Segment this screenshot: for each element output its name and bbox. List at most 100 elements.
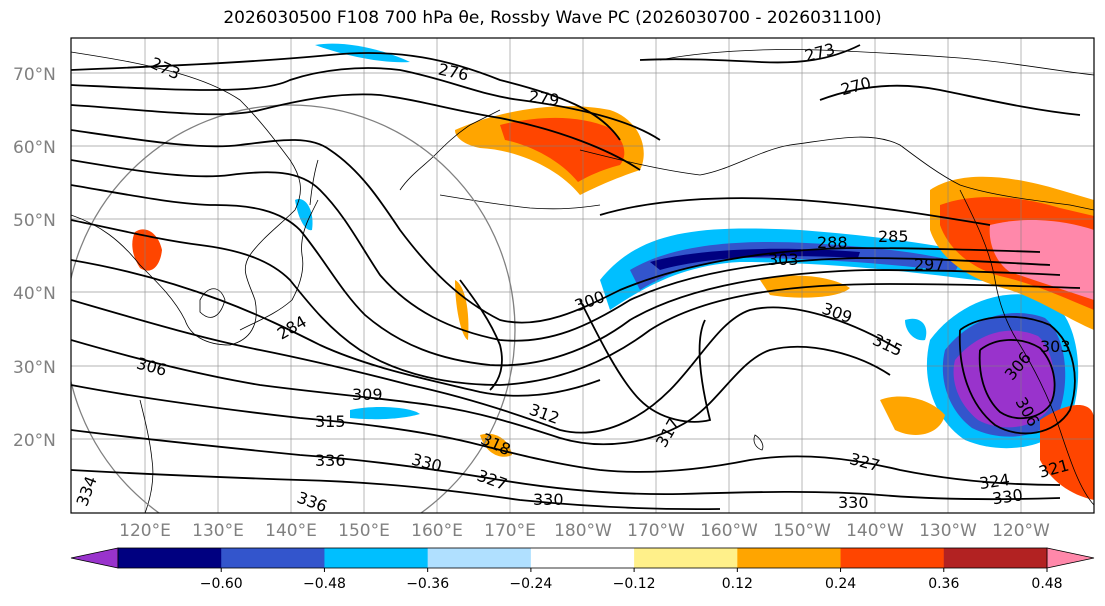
coast-sakhalin — [309, 159, 319, 206]
lat-label: 20°N — [13, 431, 56, 451]
colorbar-segment — [118, 548, 222, 568]
lat-label: 30°N — [13, 358, 56, 378]
colorbar-tick-label: 0.48 — [1031, 576, 1062, 592]
shade-positive-japan-sea — [132, 229, 162, 271]
lat-label: 60°N — [13, 138, 56, 158]
contour-label: 279 — [528, 87, 561, 110]
colorbar-tick-label: 0.36 — [928, 576, 959, 592]
shade-negative-pacific-inner — [650, 248, 860, 270]
lon-label: 160°E — [411, 521, 463, 541]
lon-label: 140°W — [846, 521, 904, 541]
lon-label: 120°E — [119, 521, 171, 541]
map-frame — [70, 37, 1095, 514]
colorbar-frame — [117, 547, 1048, 569]
lon-label: 170°E — [484, 521, 536, 541]
lat-label: 40°N — [13, 284, 56, 304]
coast-kamchatka — [399, 109, 501, 191]
colorbar-segment — [943, 548, 1048, 568]
contour-line — [71, 52, 621, 141]
contour-label: 336 — [315, 451, 346, 470]
shade-positive-bering-core — [500, 117, 625, 182]
colorbar-extend-left — [70, 547, 119, 569]
contour-line — [71, 384, 1061, 486]
contour-label: 330 — [838, 493, 869, 512]
coast-korea — [199, 288, 226, 318]
lon-label: 180°W — [554, 521, 612, 541]
shade-positive-mexico — [1040, 405, 1094, 500]
shade-negative-baja-core — [953, 330, 1054, 428]
contour-line — [71, 219, 1081, 386]
shade-positive-dateline — [455, 280, 469, 340]
lon-label: 150°E — [338, 521, 390, 541]
colorbar-segment — [324, 548, 429, 568]
colorbar-tick-label: −0.36 — [406, 576, 449, 592]
contour-line — [71, 429, 1061, 501]
contour-label: 297 — [914, 255, 945, 274]
colorbar-tick-label: −0.48 — [303, 576, 346, 592]
lon-label: 170°W — [627, 521, 685, 541]
contour-label: 315 — [315, 412, 346, 431]
coast-alaska — [579, 136, 1094, 211]
lat-label: 50°N — [13, 211, 56, 231]
coastlines — [71, 49, 1094, 513]
colorbar-tick-label: −0.24 — [509, 576, 552, 592]
contour-line — [71, 259, 601, 397]
contour-label: 288 — [817, 233, 848, 252]
shade-negative-baja-edge — [905, 318, 927, 341]
latitude-labels: 70°N 60°N 50°N 40°N 30°N 20°N — [13, 65, 56, 451]
contour-label: 303 — [768, 250, 799, 269]
colorbar-segment — [737, 548, 842, 568]
contour-line — [71, 469, 721, 511]
contour-line — [978, 339, 1056, 420]
contour-line — [459, 279, 503, 391]
contour-line — [71, 129, 1041, 324]
shade-negative-japan — [295, 199, 313, 231]
colorbar-tick-label: 0.24 — [825, 576, 856, 592]
shade-positive-subtropical — [880, 396, 945, 435]
colorbar-segment — [840, 548, 945, 568]
shade-positive-nw-america-core — [989, 220, 1094, 300]
contour-line — [958, 315, 1076, 435]
coast-arctic-alaska — [659, 49, 1094, 76]
contour-line — [71, 339, 891, 446]
contour-line — [819, 84, 1081, 116]
contour-line — [71, 299, 901, 434]
coast-taiwan-philippines — [139, 399, 154, 513]
contour-line — [71, 159, 1051, 342]
colorbar-extend-right — [1046, 547, 1095, 569]
colorbar: −0.60 −0.48 −0.36 −0.24 −0.12 0.12 0.24 0.36 0.4… — [70, 547, 1095, 592]
longitude-labels: 120°E 130°E 140°E 150°E 160°E 170°E 180°… — [119, 521, 1050, 541]
contour-label: 303 — [1040, 337, 1071, 356]
colorbar-tick-label: −0.12 — [613, 576, 656, 592]
contour-label: 309 — [352, 385, 383, 404]
coast-asia — [71, 51, 301, 346]
lon-label: 160°W — [700, 521, 758, 541]
lon-label: 140°E — [265, 521, 317, 541]
lon-label: 130°W — [919, 521, 977, 541]
contour-line — [71, 67, 661, 141]
shade-negative-tropics — [350, 406, 420, 420]
contour-label: 330 — [533, 490, 564, 509]
colorbar-segment — [427, 548, 532, 568]
contour-line — [579, 299, 712, 423]
lat-label: 70°N — [13, 65, 56, 85]
footprint-circle — [71, 104, 516, 513]
map-title: 2026030500 F108 700 hPa θe, Rossby Wave … — [223, 8, 882, 28]
lon-label: 150°W — [773, 521, 831, 541]
contour-line — [71, 93, 641, 171]
colorbar-tick-label: 0.12 — [722, 576, 753, 592]
contour-line — [71, 184, 1061, 367]
contour-label: 330 — [991, 485, 1024, 508]
colorbar-segment — [530, 548, 635, 568]
coast-north-america-west — [959, 189, 1094, 506]
colorbar-tick-label: −0.60 — [200, 576, 243, 592]
coast-aleutians — [439, 194, 601, 210]
contour-label: 285 — [878, 227, 909, 246]
lon-label: 130°E — [192, 521, 244, 541]
coast-hawaii — [753, 434, 764, 451]
contour-line — [639, 44, 861, 64]
coast-japan — [239, 199, 319, 331]
colorbar-segment — [634, 548, 738, 568]
lon-label: 120°W — [992, 521, 1050, 541]
